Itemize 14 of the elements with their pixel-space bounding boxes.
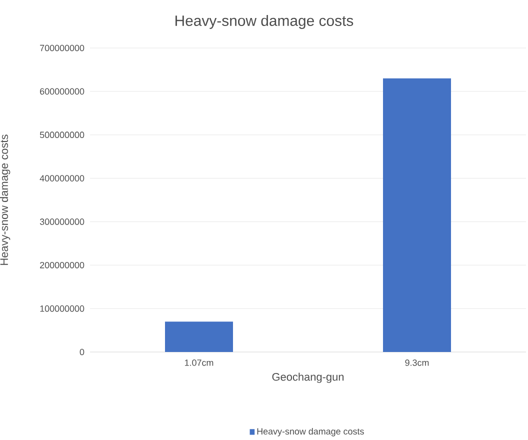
y-tick-label: 300000000 <box>40 218 84 225</box>
y-tick-label: 0 <box>80 348 84 356</box>
y-tick-label: 400000000 <box>40 175 84 182</box>
y-tick-label: 200000000 <box>40 262 84 268</box>
x-axis-title: Geochang-gun <box>272 372 344 383</box>
y-tick-label: 500000000 <box>40 132 84 138</box>
y-tick-label: 700000000 <box>40 44 84 52</box>
x-tick-label: 9.3cm <box>405 360 429 366</box>
y-tick-label: 600000000 <box>40 88 84 95</box>
chart-title: Heavy-snow damage costs <box>176 15 354 29</box>
x-tick-label: 1.07cm <box>184 360 214 366</box>
legend-label: Heavy-snow damage costs <box>257 428 364 436</box>
y-tick-label: 100000000 <box>40 305 84 312</box>
y-axis-title: Heavy-snow damage costs <box>0 134 10 265</box>
